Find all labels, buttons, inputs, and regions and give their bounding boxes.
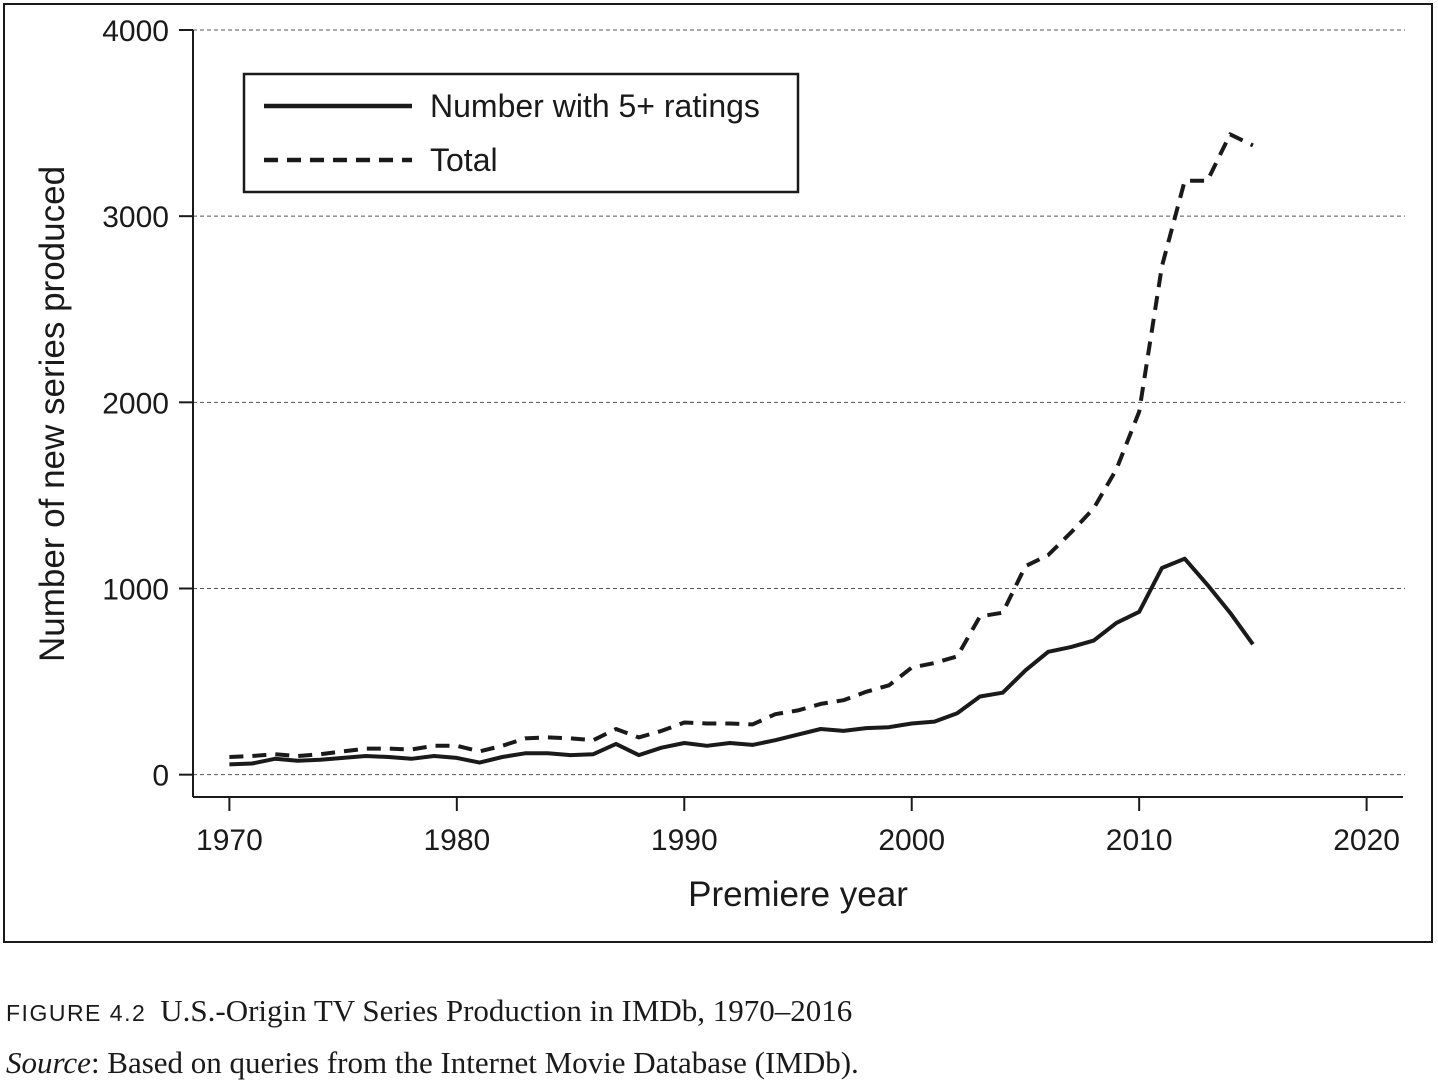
x-tick-label: 2000 bbox=[878, 824, 945, 857]
y-tick-label: 3000 bbox=[102, 201, 169, 234]
figure-label: FIGURE 4.2 bbox=[6, 1000, 147, 1026]
legend: Number with 5+ ratings Total bbox=[242, 72, 800, 194]
x-tick-label: 2010 bbox=[1106, 824, 1173, 857]
figure-caption: FIGURE 4.2 U.S.-Origin TV Series Producti… bbox=[6, 986, 1426, 1088]
legend-label: Number with 5+ ratings bbox=[430, 88, 760, 124]
y-tick-label: 0 bbox=[152, 760, 169, 793]
x-tick-label: 1980 bbox=[423, 824, 490, 857]
x-tick-label: 1970 bbox=[196, 824, 263, 857]
caption-title-line: FIGURE 4.2 U.S.-Origin TV Series Producti… bbox=[6, 986, 1426, 1038]
gridlines bbox=[193, 29, 1405, 776]
chart-frame bbox=[3, 3, 1433, 943]
series-line-5plus-ratings bbox=[229, 556, 1255, 767]
y-tick-label: 1000 bbox=[102, 573, 169, 606]
caption-source-line: Source: Based on queries from the Intern… bbox=[6, 1038, 1426, 1088]
y-tick-label: 2000 bbox=[102, 387, 169, 420]
y-axis-title: Number of new series produced bbox=[33, 166, 72, 662]
series-line-total bbox=[229, 132, 1254, 759]
x-axis-title: Premiere year bbox=[688, 875, 908, 914]
y-tick-label: 4000 bbox=[102, 15, 169, 48]
x-tick-label: 1990 bbox=[651, 824, 718, 857]
legend-box bbox=[242, 72, 800, 194]
x-tick-label: 2020 bbox=[1333, 824, 1400, 857]
line-chart: 0 1000 2000 3000 4000 1970 1980 1990 2000 2010 202… bbox=[33, 15, 1405, 914]
series-lines bbox=[229, 132, 1255, 767]
source-text: : Based on queries from the Internet Mov… bbox=[90, 1045, 859, 1080]
legend-label: Total bbox=[430, 142, 498, 178]
source-label: Source bbox=[6, 1045, 91, 1080]
axes: 0 1000 2000 3000 4000 1970 1980 1990 2000 2010 202… bbox=[102, 15, 1403, 857]
figure-title: U.S.-Origin TV Series Production in IMDb… bbox=[160, 993, 853, 1028]
